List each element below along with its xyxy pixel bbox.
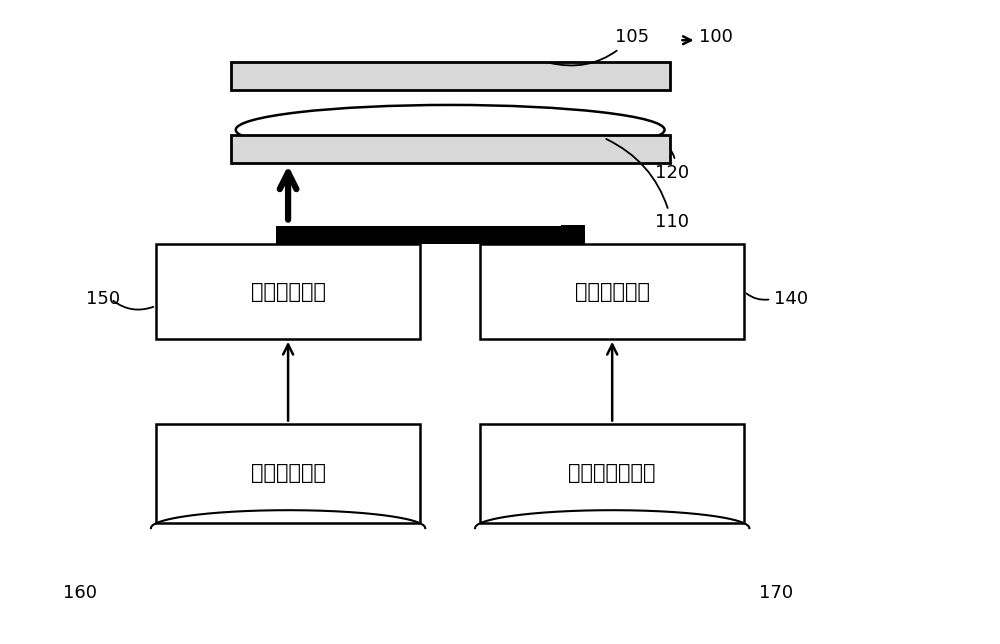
Text: 阻抗匹配网络: 阻抗匹配网络	[251, 281, 326, 301]
Bar	[156, 424, 420, 523]
Text: 160: 160	[63, 584, 97, 602]
Bar	[276, 227, 300, 245]
Bar	[231, 62, 670, 90]
Bar	[156, 244, 420, 339]
Text: 射频源功率源: 射频源功率源	[251, 463, 326, 484]
Text: 140: 140	[774, 290, 808, 308]
Bar	[480, 244, 744, 339]
Text: 120: 120	[655, 151, 689, 182]
Text: 射频偏置功率源: 射频偏置功率源	[568, 463, 656, 484]
Text: 170: 170	[759, 584, 793, 602]
Bar	[480, 424, 744, 523]
Text: 100: 100	[699, 28, 733, 46]
Ellipse shape	[236, 105, 665, 155]
Text: 150: 150	[86, 290, 120, 308]
Text: 阻抗匹配网络: 阻抗匹配网络	[575, 281, 650, 301]
Text: 110: 110	[606, 139, 689, 231]
Bar	[231, 135, 670, 163]
Bar	[276, 227, 573, 244]
Text: 105: 105	[549, 28, 649, 66]
Bar	[561, 225, 585, 245]
